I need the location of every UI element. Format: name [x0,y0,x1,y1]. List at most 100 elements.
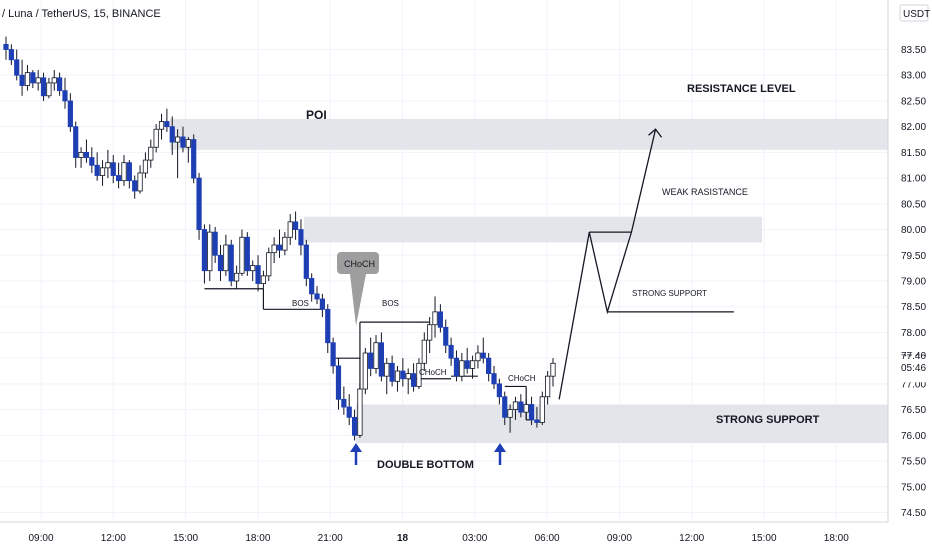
price-tick-label: 83.00 [901,71,926,82]
bos-label-2: BOS [382,299,399,308]
candle [416,358,422,390]
candle [164,108,170,132]
candle [496,378,502,405]
candle-body-bull [121,162,127,182]
candle-body-bull [282,236,288,251]
candle [250,260,256,281]
candle [512,396,519,420]
candle-body-bear [464,360,470,369]
time-tick-label: 18 [397,533,409,544]
candle [228,239,234,287]
candle-body-bear [212,231,218,256]
candle-body-bear [126,162,132,182]
candle [212,226,218,263]
price-tick-label: 78.50 [901,302,926,313]
candle-body-bear [496,383,502,398]
candle-body-bull [469,360,476,369]
candle [319,293,326,318]
candle [89,147,95,173]
candle [169,116,175,155]
candle [73,121,79,168]
candle-body-bear [298,229,304,246]
strong-support-label: STRONG SUPPORT [716,414,820,426]
candle [67,93,73,132]
candle-body-bear [486,357,492,374]
price-tick-label: 79.50 [901,251,926,262]
candle-body-bull [523,404,529,413]
candle-body-bear [132,180,138,192]
price-tick-label: 75.00 [901,482,926,493]
candle-body-bear [83,151,90,158]
candle [260,270,267,289]
candle [196,172,202,240]
candle-body-bull [427,324,433,341]
candle-body-bear [303,244,309,279]
candle [427,317,433,354]
candle-body-bear [110,162,116,176]
candle-body-bear [448,344,454,359]
candle [421,332,427,372]
time-tick-label: 18:00 [824,533,849,544]
candle [287,214,293,245]
candle [330,337,336,374]
candle [491,365,497,390]
time-tick-label: 12:00 [679,533,704,544]
time-tick-label: 09:00 [607,533,632,544]
candle [550,358,556,387]
choch-label-1: CHoCH [419,368,447,377]
candle [405,368,411,395]
candle-body-bear [201,229,208,272]
candle-body-bear [89,157,95,166]
candle [30,70,36,89]
candle [400,358,406,387]
candle [534,407,540,428]
price-tick-label: 76.00 [901,431,926,442]
candle-body-bear [480,352,486,359]
candle-body-bear [57,77,63,92]
candle-body-bear [164,121,170,128]
up-arrow-icon [494,443,506,465]
candle-body-bull [99,167,106,176]
chart-title: / Luna / TetherUS, 15, BINANCE [2,8,161,20]
currency-button[interactable]: USDT [899,4,930,22]
candle-body-bear [180,136,186,148]
zone-rect [170,118,888,150]
candle [57,72,63,96]
zone-rect [356,404,888,444]
candle-body-bull [233,272,240,282]
candle-body-bear [341,398,347,408]
candle-body-bear [534,419,540,423]
candle-body-bull [239,236,245,274]
last-price-tag: 77.40 05:46 [901,351,926,374]
candle [83,139,90,163]
candle [148,139,154,168]
candle-body-bear [314,293,320,300]
time-axis[interactable]: 09:00 12:00 15:00 18:00 21:00 18 03:00 06:00 09:… [0,521,932,550]
candle-body-bear [437,311,443,328]
candle [410,363,417,392]
candle-body-bear [292,221,299,230]
candle-body-bull [105,162,111,169]
candle [341,386,347,415]
candle [464,347,470,374]
candle [309,273,315,302]
price-axis[interactable]: 74.5075.0075.5076.0076.5077.0077.5078.00… [887,0,932,550]
time-tick-label: 12:00 [101,533,126,544]
candle-body-bull [550,362,556,377]
candle-body-bull [148,146,154,161]
candle-body-bull [266,252,272,277]
strong-support-small-label: STRONG SUPPORT [632,289,707,298]
candle-body-bear [330,342,336,367]
candle-body-bull [271,244,277,254]
candle [3,36,9,60]
price-tick-label: 77.00 [901,379,926,390]
price-tick-label: 82.50 [901,96,926,107]
price-tick-label: 79.00 [901,277,926,288]
candle-body-bull [35,77,41,84]
candle-body-bear [244,236,250,272]
candle-body-bear [325,308,331,344]
candle-body-bull [373,342,379,369]
candle [351,409,358,441]
candle [335,358,342,410]
candle [217,244,224,281]
